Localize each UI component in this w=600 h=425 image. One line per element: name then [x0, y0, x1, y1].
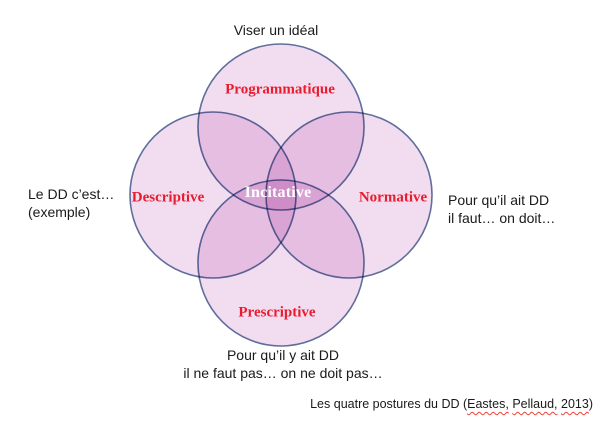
- annotation-bottom-line1: Pour qu’il y ait DD: [226, 347, 340, 363]
- circle-prescriptive: [197, 179, 365, 347]
- caption-year: 2013: [561, 397, 589, 411]
- annotation-right-il-faut: Pour qu’il ait DD il faut… on doit…: [448, 192, 555, 228]
- annotation-left-line1: Le DD c’est…: [28, 186, 115, 202]
- annotation-bottom-line2: il ne faut pas… on ne doit pas…: [183, 364, 383, 381]
- annotation-right-line2: il faut… on doit…: [448, 209, 556, 226]
- caption-author-eastes: Eastes,: [467, 397, 509, 411]
- annotation-top-line: Viser un idéal: [233, 22, 319, 38]
- caption-source: Les quatre postures du DD (Eastes, Pellau…: [310, 397, 593, 411]
- annotation-left-line2: (exemple): [28, 203, 91, 220]
- annotation-right-line1: Pour qu’il ait DD: [448, 192, 550, 208]
- caption-author-pellaud: Pellaud,: [512, 397, 558, 411]
- label-incitative: Incitative: [244, 184, 312, 201]
- label-prescriptive: Prescriptive: [238, 304, 316, 321]
- annotation-left-exemple: Le DD c’est… (exemple): [28, 186, 114, 222]
- label-normative: Normative: [358, 189, 428, 206]
- caption-text: Les quatre postures du DD (: [310, 397, 468, 411]
- annotation-top-ideal: Viser un idéal: [176, 22, 376, 40]
- annotation-bottom-il-ne-faut-pas: Pour qu’il y ait DD il ne faut pas… on n…: [133, 347, 433, 383]
- label-descriptive: Descriptive: [131, 189, 205, 206]
- label-programmatique: Programmatique: [225, 81, 335, 98]
- caption-close-paren: ): [588, 397, 593, 411]
